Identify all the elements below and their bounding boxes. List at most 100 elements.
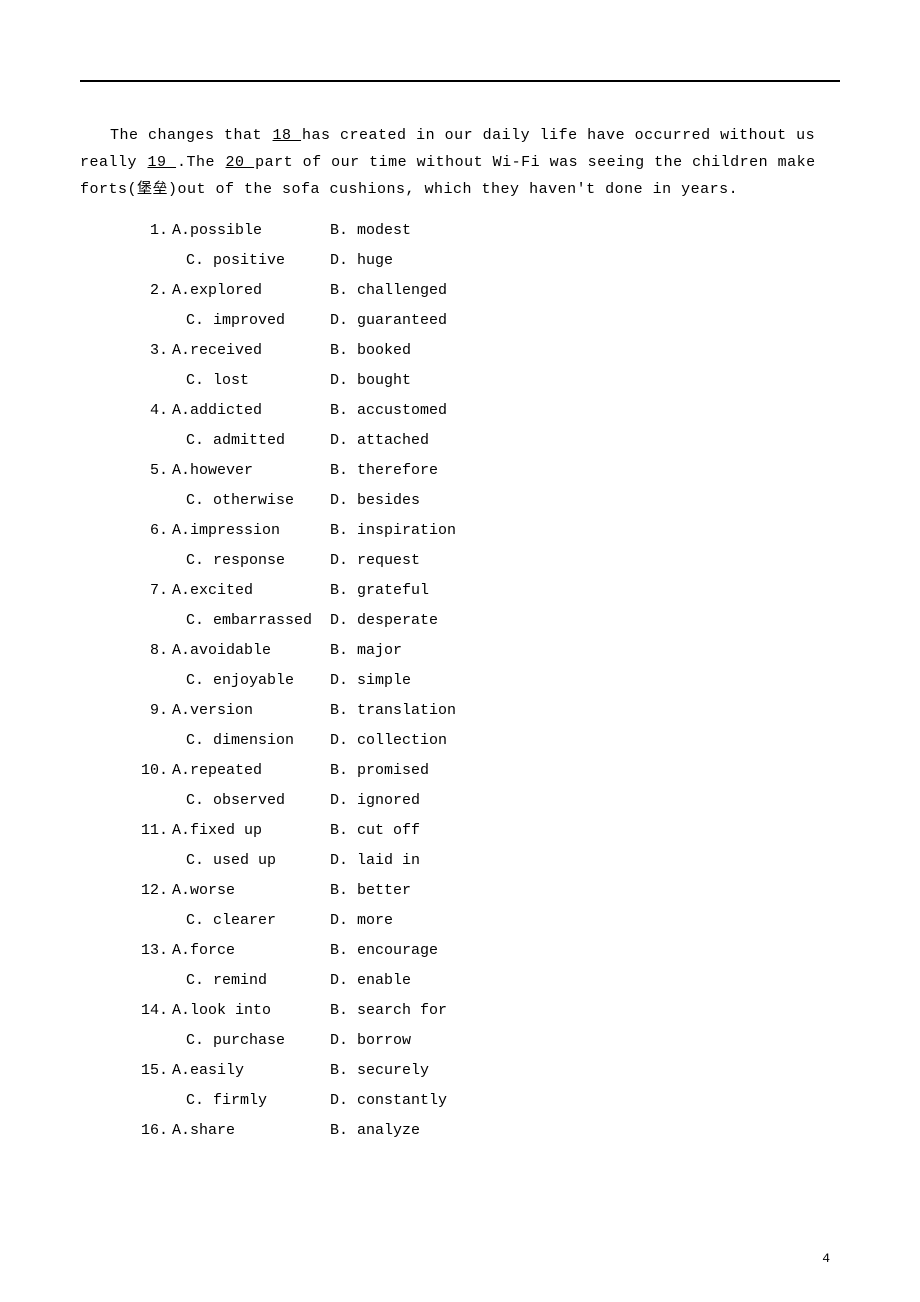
question-number: 13. [136, 937, 172, 964]
question-row: 9.A.versionB. translation [136, 697, 840, 724]
question-number: 14. [136, 997, 172, 1024]
question-row-cd: C. lostD. bought [136, 367, 840, 394]
spacer [136, 367, 172, 394]
option-a: A.avoidable [172, 637, 330, 664]
question-row-cd: C. embarrassedD. desperate [136, 607, 840, 634]
option-b: B. better [330, 877, 840, 904]
option-c: C. observed [172, 787, 330, 814]
option-a: A.excited [172, 577, 330, 604]
option-a: A.easily [172, 1057, 330, 1084]
option-d: D. more [330, 907, 840, 934]
option-c: C. positive [172, 247, 330, 274]
option-a: A.fixed up [172, 817, 330, 844]
spacer [136, 487, 172, 514]
option-d: D. ignored [330, 787, 840, 814]
question-number: 5. [136, 457, 172, 484]
question-number: 4. [136, 397, 172, 424]
question-row: 4.A.addictedB. accustomed [136, 397, 840, 424]
option-d: D. request [330, 547, 840, 574]
option-b: B. cut off [330, 817, 840, 844]
spacer [136, 1027, 172, 1054]
option-d: D. laid in [330, 847, 840, 874]
option-c: C. admitted [172, 427, 330, 454]
question-number: 2. [136, 277, 172, 304]
option-b: B. securely [330, 1057, 840, 1084]
option-b: B. encourage [330, 937, 840, 964]
question-number: 1. [136, 217, 172, 244]
option-c: C. remind [172, 967, 330, 994]
passage-paragraph: The changes that 18 has created in our d… [80, 122, 840, 203]
question-row: 3.A.receivedB. booked [136, 337, 840, 364]
question-row-cd: C. used upD. laid in [136, 847, 840, 874]
question-number: 11. [136, 817, 172, 844]
option-a: A.look into [172, 997, 330, 1024]
question-row: 7.A.excitedB. grateful [136, 577, 840, 604]
option-c: C. response [172, 547, 330, 574]
option-b: B. therefore [330, 457, 840, 484]
option-c: C. purchase [172, 1027, 330, 1054]
option-d: D. guaranteed [330, 307, 840, 334]
option-d: D. bought [330, 367, 840, 394]
top-rule [80, 80, 840, 82]
question-number: 6. [136, 517, 172, 544]
question-row-cd: C. improvedD. guaranteed [136, 307, 840, 334]
spacer [136, 1087, 172, 1114]
spacer [136, 907, 172, 934]
spacer [136, 727, 172, 754]
question-row: 8.A.avoidableB. major [136, 637, 840, 664]
option-a: A.version [172, 697, 330, 724]
question-number: 9. [136, 697, 172, 724]
option-b: B. modest [330, 217, 840, 244]
spacer [136, 847, 172, 874]
question-row: 11.A.fixed upB. cut off [136, 817, 840, 844]
option-d: D. attached [330, 427, 840, 454]
option-d: D. constantly [330, 1087, 840, 1114]
option-d: D. enable [330, 967, 840, 994]
spacer [136, 307, 172, 334]
spacer [136, 427, 172, 454]
option-a: A.impression [172, 517, 330, 544]
option-c: C. dimension [172, 727, 330, 754]
blank-19: 19 [147, 154, 178, 171]
option-b: B. translation [330, 697, 840, 724]
question-list: 1.A.possibleB. modest C. positiveD. huge 2… [80, 217, 840, 1144]
question-row: 10.A.repeatedB. promised [136, 757, 840, 784]
question-number: 8. [136, 637, 172, 664]
option-c: C. improved [172, 307, 330, 334]
question-row: 5.A.howeverB. therefore [136, 457, 840, 484]
option-b: B. booked [330, 337, 840, 364]
option-d: D. desperate [330, 607, 840, 634]
question-row: 1.A.possibleB. modest [136, 217, 840, 244]
spacer [136, 547, 172, 574]
question-number: 3. [136, 337, 172, 364]
question-row: 15.A.easilyB. securely [136, 1057, 840, 1084]
spacer [136, 967, 172, 994]
question-number: 15. [136, 1057, 172, 1084]
option-a: A.force [172, 937, 330, 964]
question-row-cd: C. firmlyD. constantly [136, 1087, 840, 1114]
option-b: B. grateful [330, 577, 840, 604]
option-c: C. embarrassed [172, 607, 330, 634]
spacer [136, 787, 172, 814]
option-a: A.share [172, 1117, 330, 1144]
page-number: 4 [822, 1247, 830, 1270]
question-row: 14.A.look intoB. search for [136, 997, 840, 1024]
question-row-cd: C. observedD. ignored [136, 787, 840, 814]
option-b: B. accustomed [330, 397, 840, 424]
question-row-cd: C. enjoyableD. simple [136, 667, 840, 694]
option-d: D. besides [330, 487, 840, 514]
question-row-cd: C. responseD. request [136, 547, 840, 574]
option-d: D. simple [330, 667, 840, 694]
question-number: 16. [136, 1117, 172, 1144]
question-row-cd: C. positiveD. huge [136, 247, 840, 274]
option-c: C. enjoyable [172, 667, 330, 694]
option-a: A.addicted [172, 397, 330, 424]
option-b: B. inspiration [330, 517, 840, 544]
option-c: C. otherwise [172, 487, 330, 514]
question-row-cd: C. otherwiseD. besides [136, 487, 840, 514]
question-row-cd: C. purchaseD. borrow [136, 1027, 840, 1054]
option-c: C. firmly [172, 1087, 330, 1114]
question-number: 12. [136, 877, 172, 904]
question-row-cd: C. admittedD. attached [136, 427, 840, 454]
option-a: A.received [172, 337, 330, 364]
